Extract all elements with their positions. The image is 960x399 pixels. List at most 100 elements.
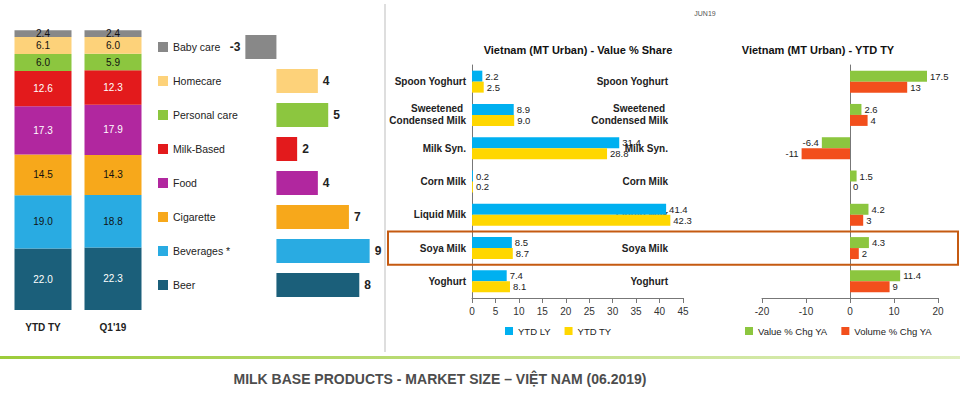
svg-text:8.1: 8.1 (513, 281, 526, 292)
svg-text:Yoghurt: Yoghurt (428, 276, 466, 287)
svg-text:17.5: 17.5 (930, 71, 949, 82)
svg-text:Condensed Milk: Condensed Milk (389, 115, 466, 126)
svg-text:Personal care: Personal care (173, 109, 238, 121)
svg-text:11.4: 11.4 (903, 270, 921, 281)
svg-text:Yoghurt: Yoghurt (630, 276, 668, 287)
svg-text:15: 15 (537, 306, 549, 317)
svg-text:Corn Milk: Corn Milk (420, 176, 466, 187)
svg-text:Value % Chg YA: Value % Chg YA (758, 326, 828, 337)
svg-text:28.8: 28.8 (610, 148, 629, 159)
svg-text:Soya Milk: Soya Milk (420, 243, 467, 254)
svg-text:8.5: 8.5 (515, 237, 528, 248)
svg-text:14.5: 14.5 (33, 169, 53, 180)
svg-text:4.2: 4.2 (871, 204, 884, 215)
svg-text:5: 5 (493, 306, 499, 317)
svg-text:2: 2 (862, 248, 867, 259)
svg-text:Spoon Yoghurt: Spoon Yoghurt (597, 76, 669, 87)
svg-text:10: 10 (513, 306, 525, 317)
svg-text:6.0: 6.0 (36, 57, 50, 68)
svg-text:JUN19: JUN19 (694, 10, 716, 17)
svg-text:Condensed Milk: Condensed Milk (591, 115, 668, 126)
svg-text:40: 40 (654, 306, 666, 317)
svg-text:8.7: 8.7 (516, 248, 529, 259)
svg-text:9: 9 (893, 281, 898, 292)
svg-text:Soya Milk: Soya Milk (622, 243, 669, 254)
svg-text:2.4: 2.4 (106, 28, 120, 39)
svg-text:25: 25 (584, 306, 596, 317)
svg-text:0: 0 (847, 306, 853, 317)
svg-text:12.6: 12.6 (33, 83, 53, 94)
svg-text:Baby care: Baby care (173, 41, 220, 53)
svg-text:Milk-Based: Milk-Based (173, 143, 225, 155)
svg-text:4: 4 (323, 176, 330, 190)
svg-text:0.2: 0.2 (476, 181, 489, 192)
svg-text:8.9: 8.9 (517, 104, 530, 115)
svg-text:1.5: 1.5 (860, 171, 873, 182)
svg-text:9: 9 (375, 244, 382, 258)
svg-text:Food: Food (173, 177, 197, 189)
svg-text:2.4: 2.4 (36, 28, 50, 39)
svg-text:-6.4: -6.4 (802, 137, 818, 148)
svg-text:13: 13 (910, 82, 921, 93)
svg-text:17.9: 17.9 (103, 124, 123, 135)
svg-text:Volume % Chg YA: Volume % Chg YA (854, 326, 932, 337)
svg-text:4.3: 4.3 (872, 237, 885, 248)
svg-text:19.0: 19.0 (33, 216, 53, 227)
svg-text:20: 20 (932, 306, 944, 317)
svg-text:YTD TY: YTD TY (578, 326, 612, 337)
svg-text:2: 2 (302, 142, 309, 156)
svg-text:22.3: 22.3 (103, 273, 123, 284)
svg-text:5: 5 (333, 108, 340, 122)
svg-text:Milk Syn.: Milk Syn. (423, 143, 467, 154)
svg-text:8: 8 (364, 278, 371, 292)
svg-text:4: 4 (323, 74, 330, 88)
svg-text:45: 45 (677, 306, 689, 317)
svg-text:-11: -11 (786, 148, 799, 159)
svg-text:20: 20 (560, 306, 572, 317)
svg-text:2.2: 2.2 (485, 71, 498, 82)
svg-text:7: 7 (354, 210, 361, 224)
svg-text:9.0: 9.0 (517, 115, 530, 126)
svg-text:-10: -10 (799, 306, 814, 317)
svg-text:0: 0 (853, 181, 858, 192)
svg-text:Beer: Beer (173, 279, 196, 291)
svg-text:4: 4 (871, 115, 876, 126)
svg-text:Spoon Yoghurt: Spoon Yoghurt (395, 76, 467, 87)
svg-text:41.4: 41.4 (669, 204, 688, 215)
svg-text:22.0: 22.0 (33, 274, 53, 285)
svg-text:YTD TY: YTD TY (25, 322, 61, 333)
svg-text:42.3: 42.3 (673, 215, 692, 226)
svg-text:Milk Syn.: Milk Syn. (624, 142, 668, 154)
svg-text:31.4: 31.4 (622, 137, 641, 148)
svg-text:14.3: 14.3 (103, 169, 123, 180)
svg-text:Beverages *: Beverages * (173, 245, 230, 257)
svg-text:30: 30 (607, 306, 619, 317)
svg-text:2.5: 2.5 (487, 82, 500, 93)
svg-text:Cigarette: Cigarette (173, 211, 216, 223)
svg-text:YTD LY: YTD LY (518, 326, 551, 337)
svg-text:-3: -3 (230, 40, 241, 54)
svg-text:3: 3 (866, 215, 871, 226)
svg-text:Homecare: Homecare (173, 75, 222, 87)
svg-text:17.3: 17.3 (33, 125, 53, 136)
svg-text:2.6: 2.6 (864, 104, 877, 115)
svg-text:5.9: 5.9 (106, 57, 120, 68)
svg-text:-20: -20 (755, 306, 770, 317)
svg-text:18.8: 18.8 (103, 216, 123, 227)
svg-text:6.0: 6.0 (106, 40, 120, 51)
svg-text:12.3: 12.3 (103, 82, 123, 93)
svg-text:MILK BASE PRODUCTS - MARKET SI: MILK BASE PRODUCTS - MARKET SIZE – VIỆT … (233, 370, 646, 387)
svg-text:Sweetened: Sweetened (411, 103, 466, 114)
svg-text:Sweetened: Sweetened (613, 103, 668, 114)
svg-text:Q1'19: Q1'19 (100, 322, 127, 333)
svg-text:0: 0 (469, 306, 475, 317)
svg-text:0.2: 0.2 (476, 171, 489, 182)
svg-text:6.1: 6.1 (36, 40, 50, 51)
svg-text:Corn Milk: Corn Milk (622, 176, 668, 187)
svg-text:35: 35 (631, 306, 643, 317)
svg-text:Liquid Milk: Liquid Milk (414, 209, 467, 220)
svg-text:10: 10 (888, 306, 900, 317)
svg-text:Vietnam (MT Urban) - Value % S: Vietnam (MT Urban) - Value % Share (484, 44, 673, 56)
svg-text:7.4: 7.4 (510, 270, 523, 281)
svg-text:Vietnam (MT Urban) - YTD TY: Vietnam (MT Urban) - YTD TY (742, 44, 895, 56)
